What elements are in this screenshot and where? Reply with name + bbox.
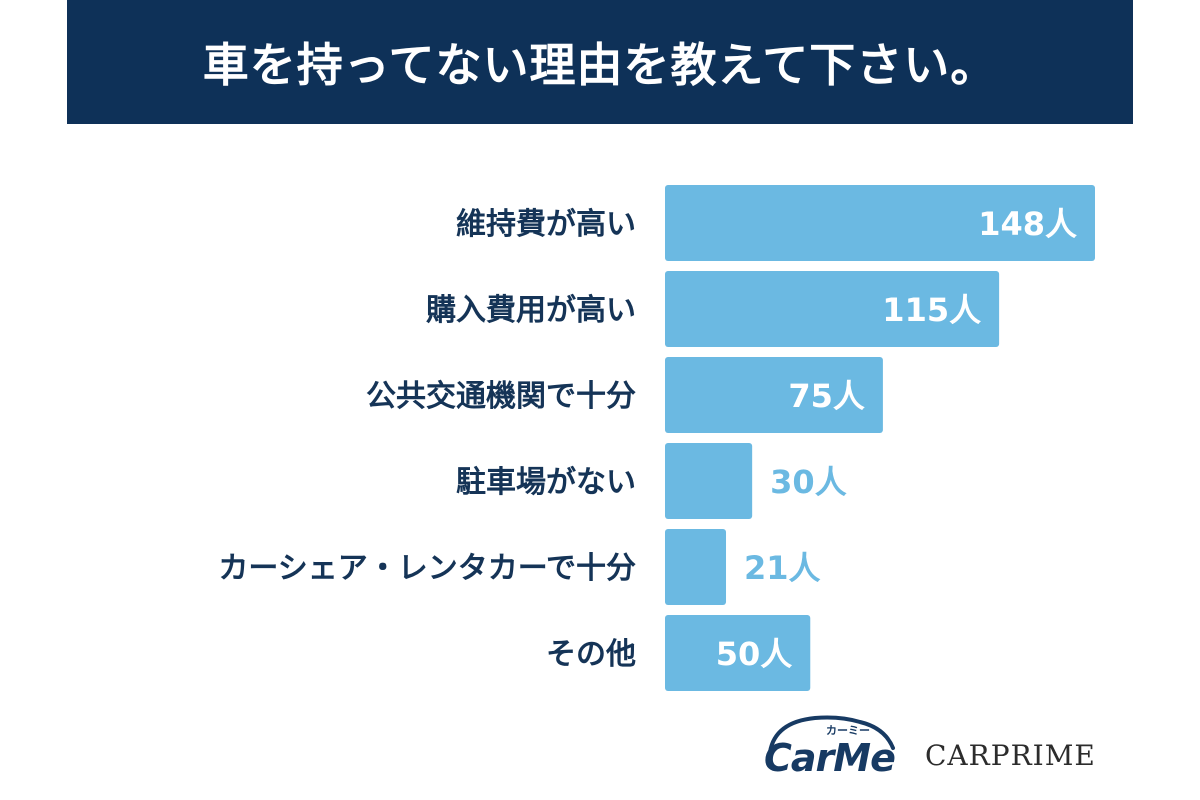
bar-4: [665, 443, 753, 519]
title-banner: 車を持ってない理由を教えて下さい。: [67, 0, 1133, 124]
category-label-5: カーシェア・レンタカーで十分: [218, 551, 636, 586]
category-label-2: 購入費用が高い: [426, 293, 636, 328]
bar-6: [665, 615, 811, 691]
value-label-4: 30人: [770, 463, 847, 501]
category-label-4: 駐車場がない: [456, 465, 636, 500]
chart-title: 車を持ってない理由を教えて下さい。: [202, 38, 998, 92]
category-label-3: 公共交通機関で十分: [366, 379, 636, 414]
value-label-1: 148人: [978, 205, 1077, 243]
category-label-6: その他: [546, 637, 636, 672]
bar-1: [665, 185, 1095, 261]
value-label-5: 21人: [744, 549, 821, 587]
value-label-6: 50人: [716, 635, 793, 673]
value-label-3: 75人: [788, 377, 865, 415]
value-label-2: 115人: [882, 291, 981, 329]
bar-5: [665, 529, 727, 605]
category-label-1: 維持費が高い: [456, 207, 636, 242]
bar-2: [665, 271, 1000, 347]
bar-3: [665, 357, 883, 433]
